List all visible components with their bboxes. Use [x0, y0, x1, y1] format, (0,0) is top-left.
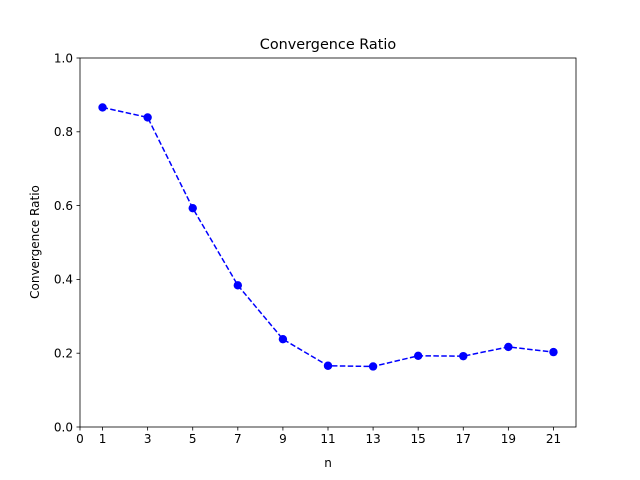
- chart-title: Convergence Ratio: [260, 37, 397, 53]
- x-tick-label: 15: [411, 432, 426, 446]
- data-point: [323, 361, 333, 370]
- y-tick-label: 0.8: [54, 125, 73, 139]
- x-tick-label: 17: [456, 432, 471, 446]
- plot-area: 0 1 3 5 7 9 11 13 15 17 19 210.00.20.40.60.81.0: [54, 51, 577, 446]
- data-point: [459, 351, 468, 361]
- x-tick-label: 9: [279, 432, 287, 446]
- y-tick-label: 0.6: [54, 199, 73, 213]
- x-tick-label: 19: [501, 432, 516, 446]
- data-point: [98, 103, 107, 112]
- data-point: [188, 203, 197, 213]
- y-axis-label: Convergence Ratio: [28, 185, 42, 299]
- data-point: [143, 113, 152, 122]
- y-tick-label: 1.0: [54, 51, 73, 65]
- data-point: [413, 351, 423, 360]
- y-tick-label: 0.4: [54, 273, 73, 287]
- x-tick-label: 0: [76, 432, 84, 446]
- data-point: [504, 342, 513, 352]
- x-tick-label: 7: [234, 432, 242, 446]
- data-point: [549, 347, 558, 357]
- data-point: [368, 362, 378, 371]
- data-point: [233, 281, 243, 290]
- y-tick-label: 0.0: [54, 420, 73, 434]
- x-tick-label: 3: [144, 432, 152, 446]
- data-point: [278, 334, 288, 344]
- x-tick-label: 5: [189, 432, 197, 446]
- x-tick-label: 21: [546, 432, 561, 446]
- x-tick-label: 1: [99, 432, 107, 446]
- x-tick-label: 13: [365, 432, 380, 446]
- x-tick-label: 11: [320, 432, 335, 446]
- x-axis-label: n: [324, 456, 332, 470]
- y-tick-label: 0.2: [54, 347, 73, 361]
